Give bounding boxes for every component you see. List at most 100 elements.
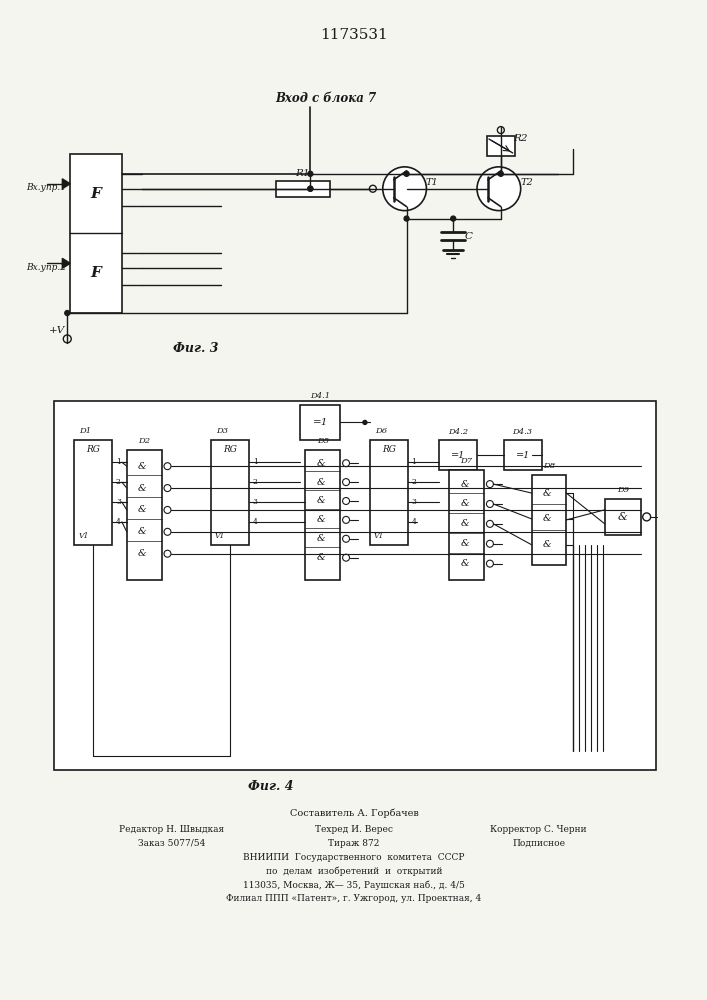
Bar (300, 405, 340, 440)
Text: Фиг. 3: Фиг. 3 (173, 342, 219, 355)
Text: 1: 1 (411, 458, 416, 466)
Text: R2: R2 (513, 134, 528, 143)
Text: Редактор Н. Швыдкая: Редактор Н. Швыдкая (119, 825, 224, 834)
Text: 3: 3 (253, 498, 258, 506)
Text: &: & (138, 549, 146, 558)
Text: Филиал ППП «Патент», г. Ужгород, ул. Проектная, 4: Филиал ППП «Патент», г. Ужгород, ул. Про… (226, 894, 481, 903)
Text: 1: 1 (116, 458, 121, 466)
Text: Техред И. Верес: Техред И. Верес (315, 825, 393, 834)
Text: =1: =1 (312, 418, 328, 427)
Polygon shape (62, 179, 70, 189)
Text: &: & (138, 505, 146, 514)
Bar (127, 450, 161, 580)
Text: &: & (317, 478, 325, 487)
Text: 2: 2 (116, 478, 121, 486)
Bar (439, 440, 477, 470)
Text: &: & (543, 514, 551, 523)
Bar (70, 154, 122, 313)
Text: D7: D7 (460, 457, 473, 465)
Text: 3: 3 (116, 498, 121, 506)
Text: D4.3: D4.3 (513, 428, 532, 436)
Bar (276, 181, 330, 197)
Bar (54, 401, 655, 770)
Circle shape (498, 171, 503, 176)
Bar (487, 136, 515, 156)
Circle shape (164, 485, 171, 492)
Text: &: & (317, 553, 325, 562)
Text: Тираж 872: Тираж 872 (328, 839, 380, 848)
Text: =1: =1 (515, 451, 530, 460)
Text: Подписное: Подписное (512, 839, 565, 848)
Circle shape (343, 554, 349, 561)
Text: &: & (317, 534, 325, 543)
Text: &: & (618, 512, 628, 522)
Circle shape (164, 506, 171, 513)
Text: D8: D8 (543, 462, 555, 470)
Text: 2: 2 (253, 478, 257, 486)
Circle shape (369, 185, 376, 192)
Text: Вх.упр.2: Вх.упр.2 (26, 263, 66, 272)
Text: RG: RG (223, 445, 237, 454)
Circle shape (308, 186, 312, 191)
Circle shape (343, 460, 349, 467)
Text: &: & (543, 540, 551, 549)
Text: D2: D2 (138, 437, 150, 445)
Text: V1: V1 (374, 532, 384, 540)
Text: &: & (460, 480, 469, 489)
Bar (605, 499, 641, 535)
Circle shape (486, 481, 493, 488)
Text: Заказ 5077/54: Заказ 5077/54 (138, 839, 205, 848)
Circle shape (643, 513, 650, 521)
Circle shape (164, 550, 171, 557)
Circle shape (308, 171, 312, 176)
Text: Корректор С. Черни: Корректор С. Черни (490, 825, 587, 834)
Circle shape (497, 127, 504, 134)
Text: по  делам  изобретений  и  открытий: по делам изобретений и открытий (266, 866, 443, 876)
Circle shape (477, 167, 520, 211)
Text: F: F (90, 187, 102, 201)
Bar (74, 440, 112, 545)
Text: =1: =1 (451, 451, 465, 460)
Circle shape (164, 463, 171, 470)
Circle shape (308, 186, 312, 191)
Circle shape (404, 171, 409, 176)
Text: Вх.упр.1: Вх.упр.1 (26, 183, 66, 192)
Circle shape (486, 520, 493, 527)
Text: 1173531: 1173531 (320, 28, 388, 42)
Text: D9: D9 (617, 486, 629, 494)
Text: 2: 2 (411, 478, 416, 486)
Text: 4: 4 (411, 518, 416, 526)
Circle shape (486, 560, 493, 567)
Text: &: & (460, 519, 469, 528)
Text: R1: R1 (296, 169, 310, 178)
Bar (532, 475, 566, 565)
Text: &: & (460, 499, 469, 508)
Circle shape (382, 167, 426, 211)
Circle shape (343, 516, 349, 523)
Bar (504, 440, 542, 470)
Text: V1: V1 (78, 532, 88, 540)
Text: &: & (138, 462, 146, 471)
Text: D6: D6 (375, 427, 387, 435)
Text: 4: 4 (253, 518, 257, 526)
Circle shape (451, 216, 456, 221)
Text: Фиг. 4: Фиг. 4 (248, 780, 293, 793)
Text: T1: T1 (426, 178, 439, 187)
Text: &: & (138, 527, 146, 536)
Circle shape (343, 535, 349, 542)
Text: F: F (90, 266, 102, 280)
Text: D4.1: D4.1 (310, 392, 330, 400)
Text: RG: RG (382, 445, 396, 454)
Text: &: & (317, 496, 325, 505)
Circle shape (343, 479, 349, 486)
Bar (211, 440, 249, 545)
Text: V1: V1 (215, 532, 226, 540)
Bar (305, 450, 340, 580)
Circle shape (164, 528, 171, 535)
Text: Составитель А. Горбачев: Составитель А. Горбачев (290, 808, 419, 818)
Text: &: & (317, 515, 325, 524)
Text: D1: D1 (79, 427, 91, 435)
Text: &: & (460, 539, 469, 548)
Text: C: C (465, 232, 473, 241)
Circle shape (343, 498, 349, 504)
